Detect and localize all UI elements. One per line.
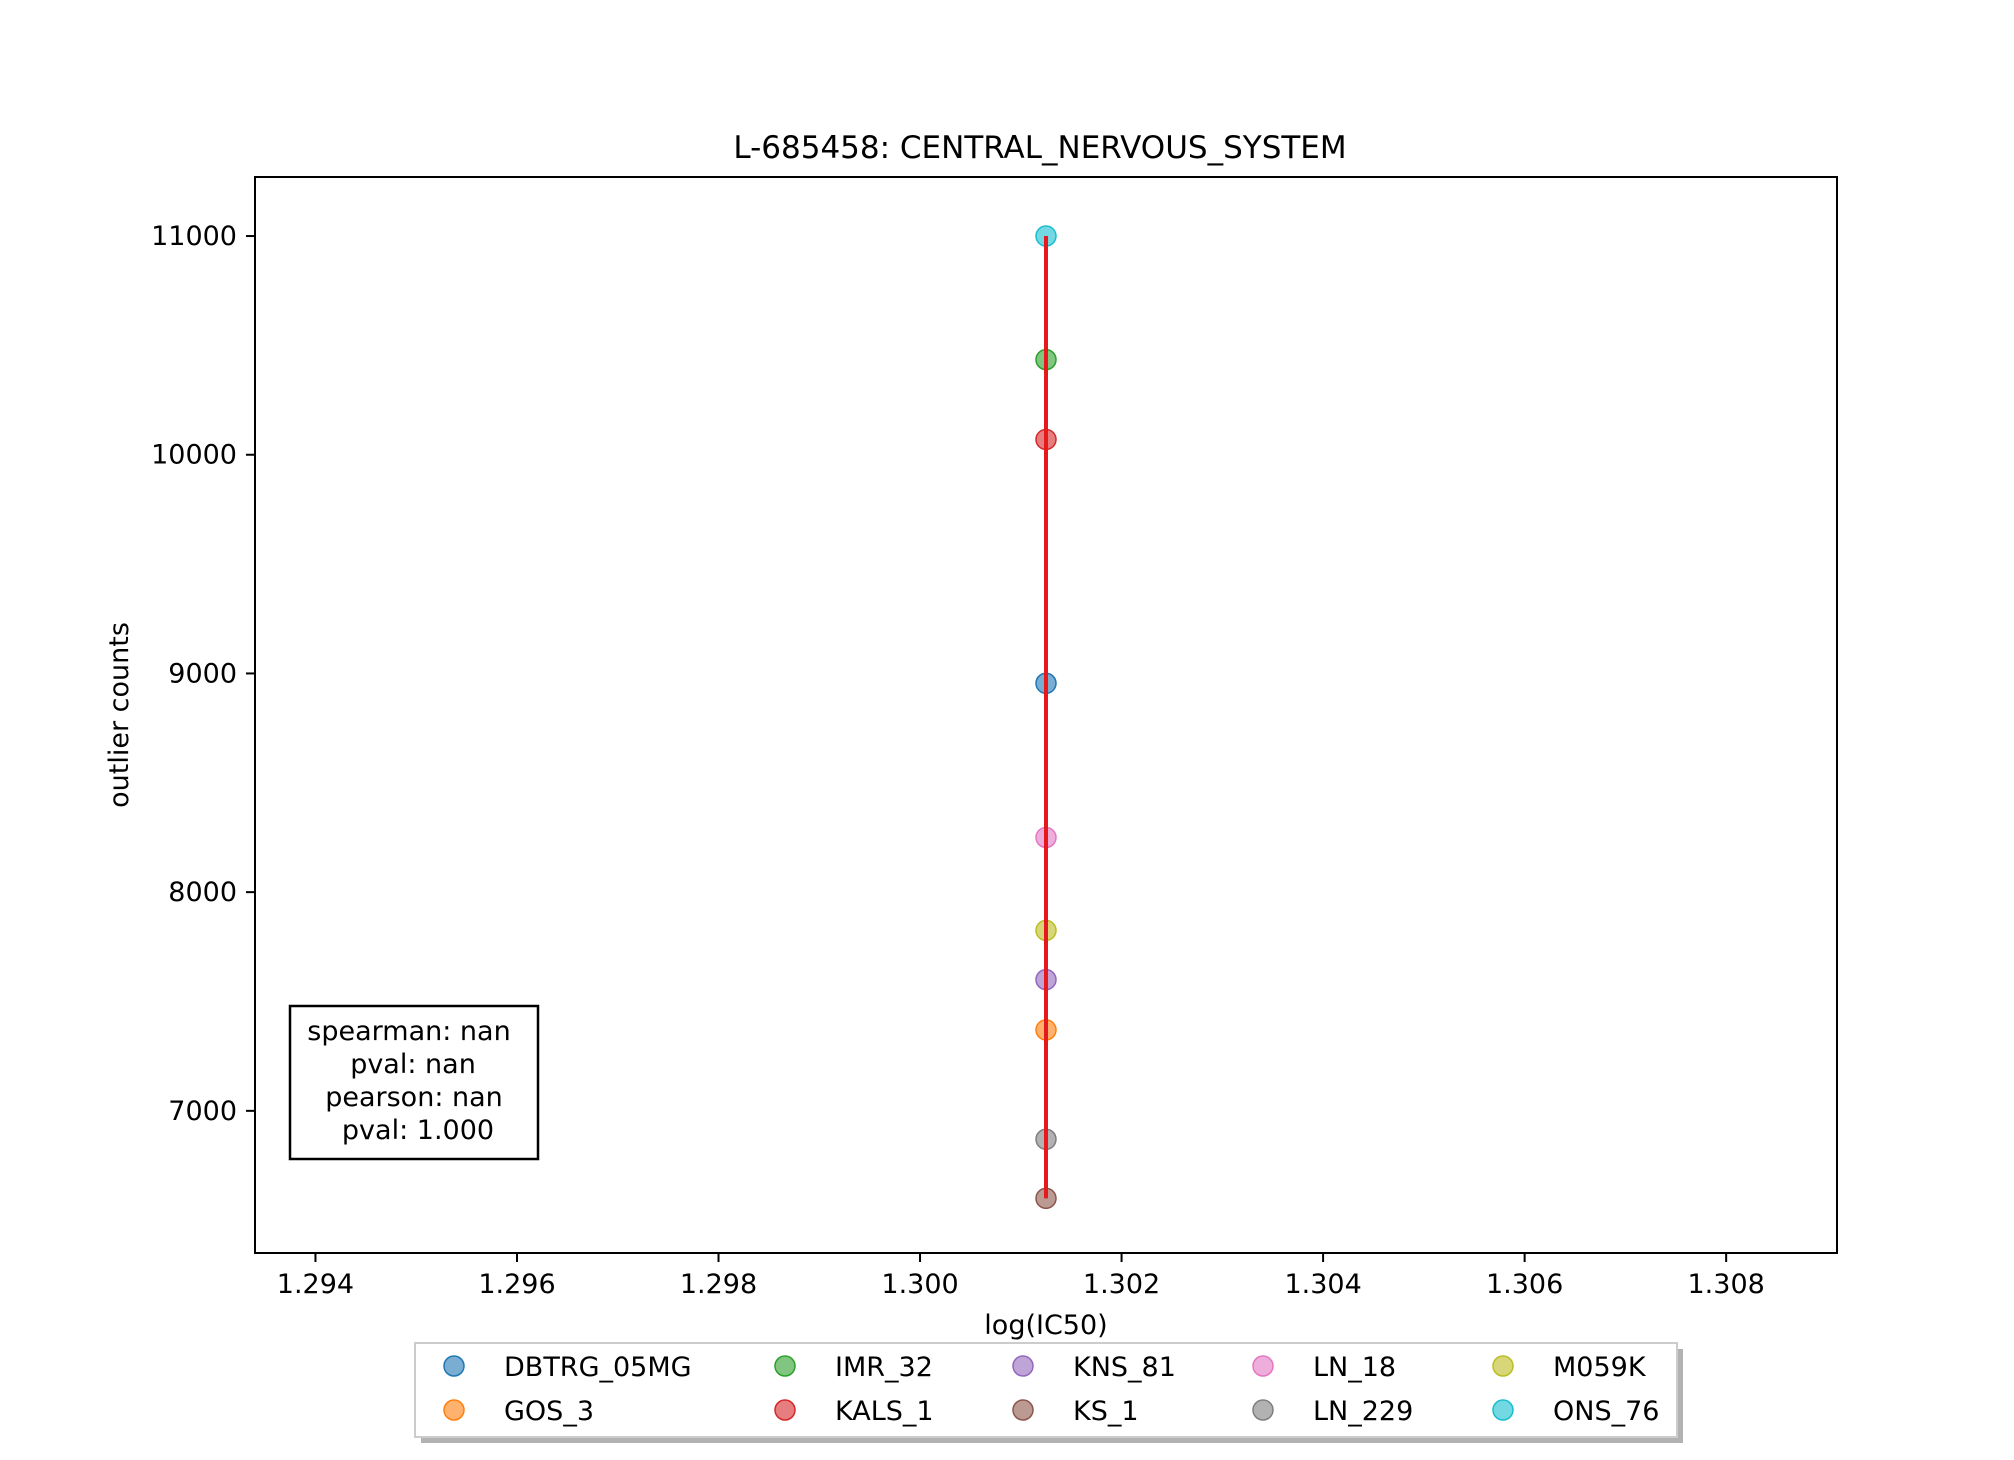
x-tick-label: 1.302 [1083, 1269, 1160, 1300]
x-tick-label: 1.304 [1284, 1269, 1361, 1300]
legend-label-ons-76: ONS_76 [1553, 1396, 1659, 1427]
legend-label-kals-1: KALS_1 [835, 1396, 934, 1427]
legend: DBTRG_05MG GOS_3 IMR_32 KALS_1 KNS_81 KS_1 LN_… [414, 1342, 1683, 1443]
x-tick-label: 1.308 [1688, 1269, 1765, 1300]
legend-marker-ln-229 [1252, 1399, 1274, 1421]
legend-marker-dbtrg-05mg [443, 1355, 465, 1377]
legend-label-ln-18: LN_18 [1313, 1352, 1396, 1383]
y-tick-label: 7000 [168, 1096, 237, 1127]
legend-marker-ln-18 [1252, 1355, 1274, 1377]
legend-label-gos-3: GOS_3 [504, 1396, 594, 1427]
legend-marker-kns-81 [1012, 1355, 1034, 1377]
y-axis: 7000 8000 9000 10000 11000 [151, 221, 255, 1127]
legend-label-kns-81: KNS_81 [1073, 1352, 1176, 1383]
x-tick-label: 1.294 [277, 1269, 354, 1300]
y-tick-label: 9000 [168, 658, 237, 689]
legend-label-ln-229: LN_229 [1313, 1396, 1413, 1427]
plot-frame [254, 176, 1838, 1254]
legend-frame [414, 1342, 1678, 1438]
stats-box: spearman: nan pval: nan pearson: nan pva… [288, 1004, 540, 1161]
stats-pearson-pval: pval: 1.000 [342, 1115, 494, 1146]
y-axis-label: outlier counts [104, 622, 135, 808]
legend-marker-kals-1 [774, 1399, 796, 1421]
legend-label-dbtrg-05mg: DBTRG_05MG [504, 1352, 692, 1383]
y-tick-label: 11000 [151, 221, 237, 252]
legend-marker-ons-76 [1492, 1399, 1514, 1421]
x-tick-label: 1.296 [478, 1269, 555, 1300]
legend-label-imr-32: IMR_32 [835, 1352, 933, 1383]
stats-spearman: spearman: nan [307, 1016, 510, 1047]
x-axis-label: log(IC50) [984, 1310, 1107, 1341]
y-tick-label: 10000 [151, 440, 237, 471]
y-tick-label: 8000 [168, 877, 237, 908]
x-tick-label: 1.306 [1486, 1269, 1563, 1300]
legend-marker-m059k [1492, 1355, 1514, 1377]
chart-title: L-685458: CENTRAL_NERVOUS_SYSTEM [733, 130, 1346, 166]
x-tick-label: 1.298 [680, 1269, 757, 1300]
stats-spearman-pval: pval: nan [350, 1049, 476, 1080]
legend-label-ks-1: KS_1 [1073, 1396, 1139, 1427]
legend-label-m059k: M059K [1553, 1352, 1647, 1383]
x-tick-label: 1.300 [881, 1269, 958, 1300]
legend-marker-gos-3 [443, 1399, 465, 1421]
x-axis: 1.294 1.296 1.298 1.300 1.302 1.304 1.306 1.308 [277, 1253, 1765, 1300]
legend-marker-ks-1 [1012, 1399, 1034, 1421]
stats-pearson: pearson: nan [325, 1082, 503, 1113]
legend-marker-imr-32 [774, 1355, 796, 1377]
